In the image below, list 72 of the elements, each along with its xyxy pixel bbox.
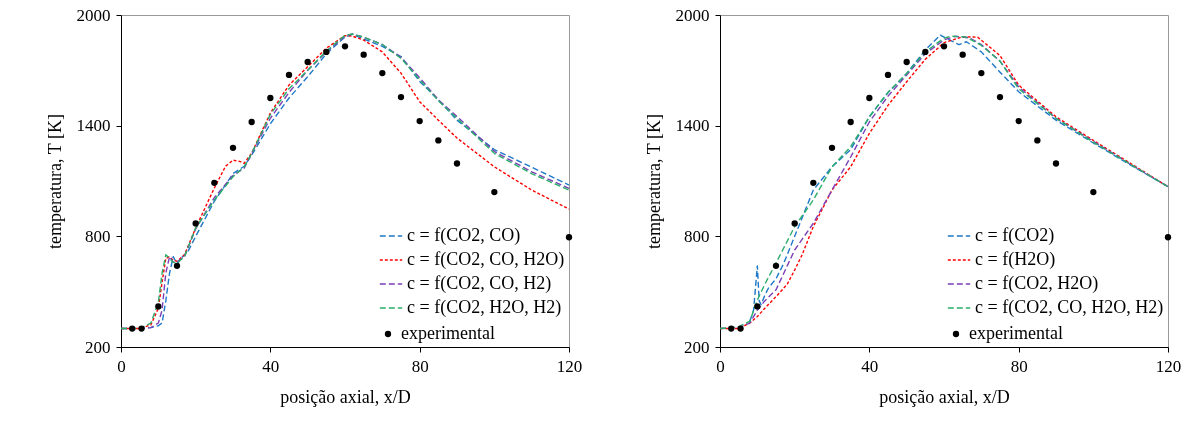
point (1034, 137, 1041, 144)
point (565, 234, 573, 241)
legend-label: c = f(H2O) (975, 249, 1056, 270)
y-axis-title: temperatura, T [K] (44, 114, 65, 249)
legend-label: experimental (401, 323, 495, 343)
point (304, 58, 311, 66)
x-axis-title: posição axial, x/D (879, 386, 1010, 407)
point (129, 325, 136, 332)
point (138, 325, 145, 332)
point (323, 48, 330, 56)
point (341, 43, 349, 50)
x-tick-label: 0 (117, 356, 126, 376)
y-tick-label: 2000 (675, 5, 710, 25)
point (1015, 117, 1022, 125)
x-tick-label: 0 (716, 356, 725, 376)
point (211, 179, 218, 186)
point (959, 51, 966, 58)
point (229, 144, 237, 151)
legend-label: c = f(CO2, CO) (407, 225, 521, 246)
legend-label: c = f(CO2, CO, H2O) (407, 249, 565, 270)
x-tick-label: 120 (556, 356, 583, 376)
point (884, 71, 892, 79)
legend-label: c = f(CO2) (975, 225, 1055, 246)
point (397, 93, 405, 101)
legend-label: experimental (969, 323, 1063, 343)
point (978, 69, 985, 77)
point (847, 118, 854, 126)
point (192, 220, 199, 227)
point (285, 71, 293, 79)
legend-label: c = f(CO2, H2O) (975, 273, 1099, 294)
point (1164, 234, 1172, 241)
point (379, 69, 386, 77)
point (416, 117, 423, 125)
y-tick-label: 800 (684, 226, 710, 246)
legend-label: c = f(CO2, CO, H2) (407, 273, 552, 294)
point (772, 262, 780, 269)
point (248, 118, 255, 126)
point (866, 94, 873, 102)
point (1090, 188, 1097, 196)
y-tick-label: 1400 (675, 116, 710, 136)
point (754, 303, 761, 310)
y-tick-label: 2000 (76, 5, 111, 25)
x-tick-label: 80 (411, 356, 429, 376)
legend-label: c = f(CO2, H2O, H2) (407, 297, 562, 318)
legend-label: c = f(CO2, CO, H2O, H2) (975, 297, 1164, 318)
point (173, 262, 181, 269)
point (155, 303, 162, 310)
x-tick-label: 120 (1155, 356, 1182, 376)
point (810, 179, 817, 186)
point (360, 51, 367, 58)
y-tick-label: 200 (684, 337, 710, 357)
x-axis-title: posição axial, x/D (280, 386, 411, 407)
point (903, 58, 910, 66)
point (828, 144, 836, 151)
point (940, 43, 948, 50)
y-axis-title: temperatura, T [K] (643, 114, 664, 249)
point (267, 94, 274, 102)
y-tick-label: 200 (85, 337, 111, 357)
point (1052, 160, 1060, 167)
point (728, 325, 735, 332)
point (791, 220, 798, 227)
point (996, 93, 1004, 101)
point (435, 137, 442, 144)
y-tick-label: 800 (85, 226, 111, 246)
x-tick-label: 40 (861, 356, 879, 376)
x-tick-label: 80 (1010, 356, 1028, 376)
point (453, 160, 461, 167)
point (491, 188, 498, 196)
x-tick-label: 40 (262, 356, 280, 376)
point (737, 325, 744, 332)
point (922, 48, 929, 56)
y-tick-label: 1400 (76, 116, 111, 136)
